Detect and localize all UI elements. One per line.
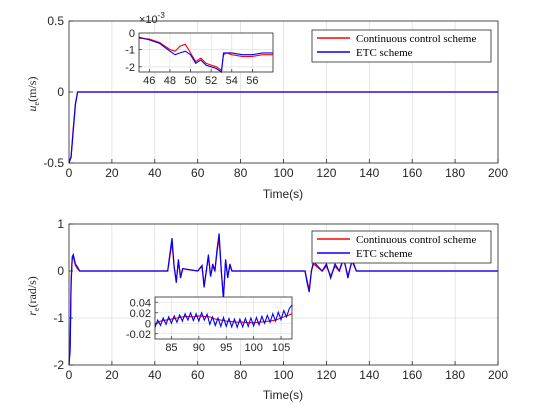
inset-x-tick-label: 46: [143, 75, 155, 87]
x-tick-label: 200: [488, 368, 508, 382]
x-tick-label: 120: [316, 368, 336, 382]
legend-lower: Continuous control scheme ETC scheme: [311, 230, 492, 264]
y-axis-label-main: r: [25, 311, 39, 316]
x-tick-label: 20: [105, 368, 119, 382]
x-tick-label: 180: [445, 166, 465, 180]
x-tick-label: 40: [148, 368, 162, 382]
inset-x-tick-label: 85: [165, 342, 177, 354]
x-tick-label: 60: [191, 368, 205, 382]
chart-upper: 0 20 40 60 80 100 120 140 160 180 200 -0.500.5 Tim…: [25, 11, 508, 201]
y-axis-label-unit: (rad/s): [25, 276, 39, 307]
inset-exponent-label: ×10-3: [139, 11, 165, 26]
y-axis-label-sub: e: [32, 101, 41, 105]
y-tick-label: 0: [57, 264, 64, 278]
inset-exponent-power: -3: [158, 11, 166, 20]
x-tick-label: 0: [66, 368, 73, 382]
x-tick-label: 180: [445, 368, 465, 382]
inset-y-tick-label: -2: [125, 62, 135, 74]
y-axis-label-unit: (m/s): [25, 77, 39, 102]
inset-x-tick-label: 90: [193, 342, 205, 354]
inset-y-tick-label: -0.02: [126, 329, 151, 341]
inset-upper: 46 48 50 52 54 56 -1 -2 0 ×10-3: [125, 11, 274, 87]
x-axis-ticks: 0 20 40 60 80 100 120 140 160 180 200: [66, 361, 508, 382]
x-tick-label: 20: [105, 166, 119, 180]
legend-label-etc: ETC scheme: [356, 248, 413, 260]
y-axis-ticks: -0.5 0 0.5: [43, 14, 73, 170]
series-line-etc: [68, 91, 498, 164]
inset-series-line-continuous: [138, 37, 273, 72]
y-tick-label: -2: [53, 358, 64, 372]
inset-series-group: [138, 36, 273, 73]
x-tick-label: 160: [402, 166, 422, 180]
inset-y-tick-label: 0.02: [130, 308, 151, 320]
inset-x-tick-label: 56: [246, 75, 258, 87]
inset-y-tick-label: 0: [145, 318, 151, 330]
x-tick-label: 100: [273, 368, 293, 382]
inset-x-ticks: 85 90 95 100 105: [165, 336, 290, 354]
series-line-etc: [68, 233, 498, 366]
inset-frame: [154, 296, 293, 340]
inset-x-tick-label: 52: [205, 75, 217, 87]
inset-grid: [155, 297, 292, 339]
inset-x-tick-label: 100: [244, 342, 262, 354]
legend-label-continuous: Continuous control scheme: [356, 33, 476, 45]
y-axis-ticks: -2 -1 0 1: [53, 217, 73, 372]
y-axis-label: re(rad/s): [25, 276, 41, 316]
x-axis-label: Time(s): [263, 388, 303, 402]
legend-label-etc: ETC scheme: [356, 47, 413, 59]
y-axis-label-main: u: [25, 105, 39, 111]
series-group: [68, 233, 498, 366]
series-group: [68, 91, 498, 164]
x-tick-label: 100: [273, 166, 293, 180]
inset-x-tick-label: 54: [226, 75, 238, 87]
y-tick-label: -1: [53, 311, 64, 325]
x-tick-label: 40: [148, 166, 162, 180]
y-tick-label: 0: [57, 85, 64, 99]
x-tick-label: 60: [191, 166, 205, 180]
x-tick-label: 200: [488, 166, 508, 180]
legend-upper: Continuous control scheme ETC scheme: [311, 29, 492, 63]
inset-y-tick-label: 0: [129, 28, 135, 40]
inset-exponent-base: ×10: [139, 14, 158, 26]
y-axis-label: ue(m/s): [25, 77, 41, 112]
x-axis-label: Time(s): [263, 187, 303, 201]
inset-x-tick-label: 50: [184, 75, 196, 87]
y-axis-label-sub: e: [32, 307, 41, 311]
y-tick-label: -0.5: [43, 156, 64, 170]
inset-lower: 85 90 95 100 105 0.040.020-0.02: [126, 296, 293, 354]
inset-y-tick-label: -1: [125, 44, 135, 56]
x-tick-label: 80: [234, 368, 248, 382]
x-tick-label: 140: [359, 166, 379, 180]
inset-series-group: [154, 304, 293, 330]
x-axis-ticks: 0 20 40 60 80 100 120 140 160 180 200: [66, 159, 508, 180]
inset-y-ticks: -1 -2 0: [125, 28, 142, 74]
inset-series-line-etc: [154, 304, 293, 330]
x-tick-label: 160: [402, 368, 422, 382]
x-tick-label: 80: [234, 166, 248, 180]
y-tick-label: 0.5: [47, 14, 64, 28]
inset-frame: [138, 32, 274, 73]
legend-label-continuous: Continuous control scheme: [356, 234, 476, 246]
y-tick-label: 1: [57, 217, 64, 231]
x-tick-label: 120: [316, 166, 336, 180]
inset-y-ticks: 0.040.020-0.02: [126, 297, 158, 341]
inset-x-tick-label: 105: [272, 342, 290, 354]
inset-x-ticks: 46 48 50 52 54 56: [143, 69, 259, 87]
x-tick-label: 0: [66, 166, 73, 180]
inset-y-tick-label: 0.04: [130, 297, 151, 309]
inset-x-tick-label: 95: [220, 342, 232, 354]
x-tick-label: 140: [359, 368, 379, 382]
chart-lower: 0 20 40 60 80 100 120 140 160 180 200 -2 -1 0 1 Time(…: [25, 217, 508, 402]
inset-series-line-etc: [138, 36, 273, 73]
inset-x-tick-label: 48: [164, 75, 176, 87]
